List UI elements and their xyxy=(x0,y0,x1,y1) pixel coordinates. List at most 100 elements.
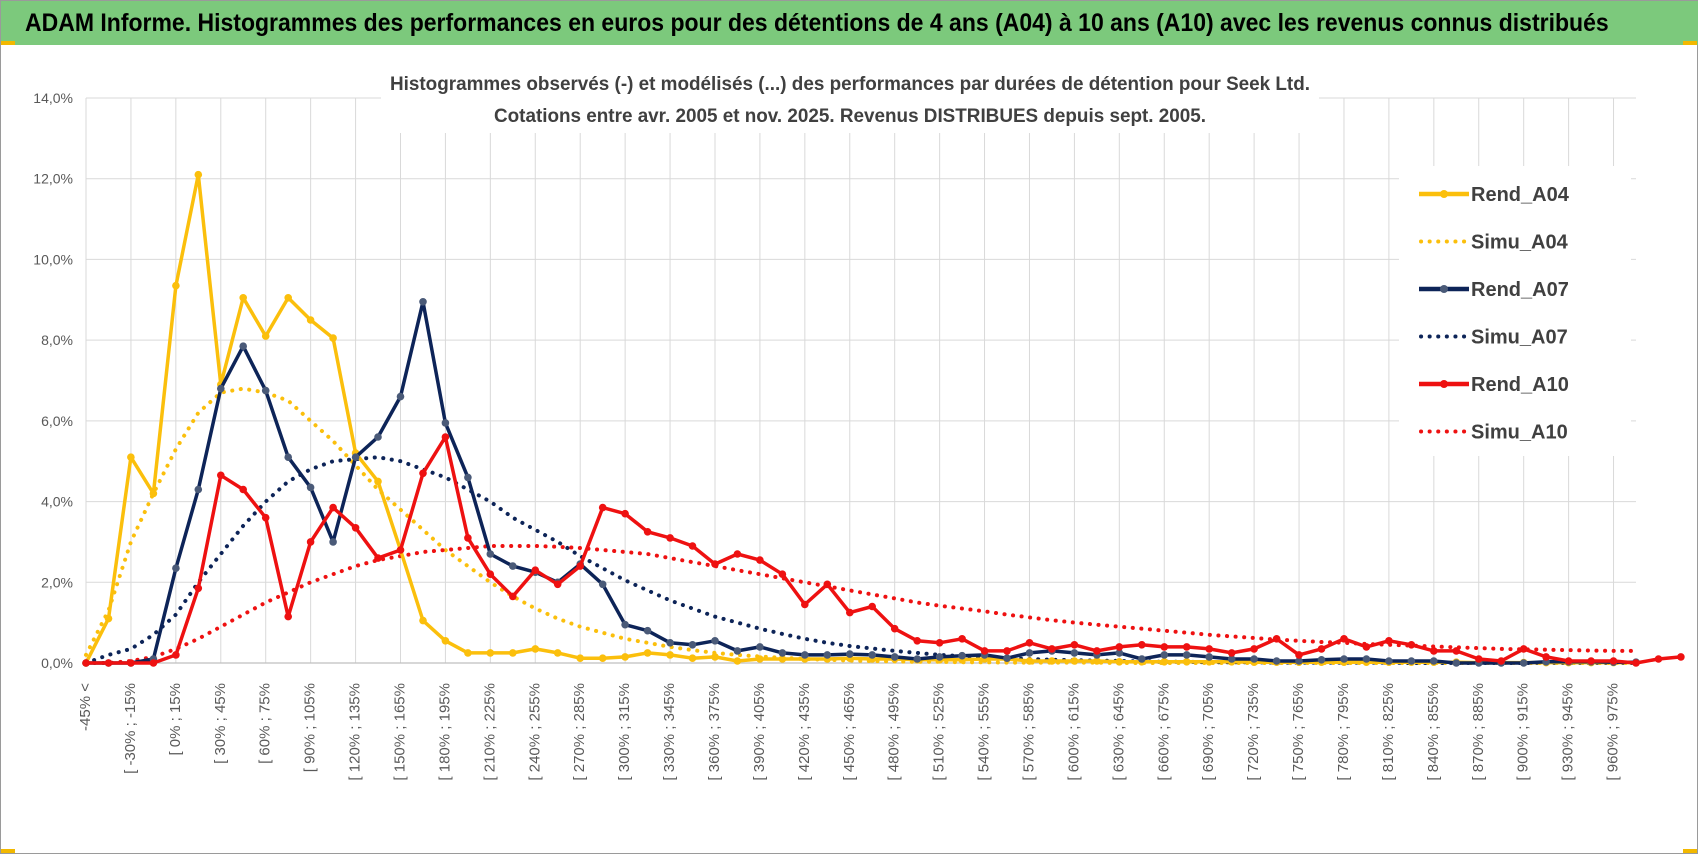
data-point xyxy=(1407,641,1416,649)
data-point xyxy=(239,342,247,351)
data-point xyxy=(172,651,180,659)
x-tick-label: [ 450% ; 465% xyxy=(841,683,858,781)
y-tick-label: 10,0% xyxy=(33,251,73,267)
x-tick-label: [ 240% ; 255% xyxy=(526,683,543,781)
data-point xyxy=(1519,659,1528,667)
data-point xyxy=(104,659,113,667)
chart-subtitle: Cotations entre avr. 2005 et nov. 2025. … xyxy=(494,105,1206,127)
data-point xyxy=(666,639,674,647)
data-point xyxy=(419,616,427,625)
data-point xyxy=(598,580,607,589)
axes: 0,0% 2,0% 4,0% 6,0% 8,0% 10,0% 12,0% 14,0% -45% … xyxy=(33,90,1636,781)
data-point xyxy=(823,651,832,659)
x-tick-label: [ 660% ; 675% xyxy=(1155,683,1172,781)
data-point xyxy=(1182,643,1191,651)
x-tick-label: [ 630% ; 645% xyxy=(1110,683,1127,781)
x-tick-label: [ 600% ; 615% xyxy=(1065,683,1082,781)
data-point xyxy=(1609,657,1618,665)
data-point xyxy=(329,334,337,342)
x-tick-label: [ 480% ; 495% xyxy=(886,683,903,781)
banner-title: ADAM Informe. Histogrammes des performan… xyxy=(25,8,1609,37)
data-point xyxy=(149,659,158,667)
data-point xyxy=(1430,647,1438,655)
data-point xyxy=(441,433,450,441)
corner-mark-bottom-left xyxy=(1,849,15,853)
legend-label: Rend_A04 xyxy=(1471,184,1570,206)
data-point xyxy=(1025,657,1034,665)
data-point xyxy=(711,653,719,661)
x-tick-label: [ 30% ; 45% xyxy=(212,683,229,764)
data-point xyxy=(1003,647,1011,655)
legend-label: Rend_A07 xyxy=(1471,279,1569,301)
title-background xyxy=(381,63,1319,133)
y-tick-label: 6,0% xyxy=(41,413,73,429)
data-point xyxy=(1003,654,1011,662)
data-point xyxy=(1475,655,1483,663)
data-point xyxy=(1115,649,1124,657)
data-point xyxy=(194,584,203,593)
data-point xyxy=(1452,647,1461,655)
data-point xyxy=(419,298,427,306)
data-point xyxy=(1295,651,1303,659)
x-tick-label: [ 300% ; 315% xyxy=(616,683,633,781)
x-tick-label: [ 510% ; 525% xyxy=(931,683,948,781)
data-point xyxy=(1340,655,1348,663)
data-point xyxy=(688,542,697,550)
data-point xyxy=(688,654,697,662)
data-point xyxy=(576,562,584,570)
legend-label: Simu_A07 xyxy=(1471,327,1568,349)
data-point xyxy=(486,649,495,657)
x-tick-label: [ 750% ; 765% xyxy=(1290,683,1307,781)
data-point xyxy=(1115,658,1124,666)
data-point xyxy=(1048,657,1056,665)
series-line xyxy=(86,300,1636,665)
data-point xyxy=(621,509,629,518)
data-point xyxy=(711,637,719,645)
data-point xyxy=(1227,655,1236,663)
legend-item-Rend_A04: Rend_A04 xyxy=(1419,184,1570,206)
legend-background xyxy=(1399,166,1631,456)
corner-mark-top-right xyxy=(1683,41,1697,45)
data-point xyxy=(464,534,472,542)
data-point xyxy=(621,620,629,629)
legend-label: Simu_A10 xyxy=(1471,422,1568,444)
data-point xyxy=(1138,655,1146,663)
legend-item-Rend_A10: Rend_A10 xyxy=(1419,374,1569,396)
series-line xyxy=(84,455,1638,665)
series-layer xyxy=(82,170,1685,667)
data-point xyxy=(396,546,405,554)
x-tick-label: -45% < xyxy=(77,683,94,731)
data-point xyxy=(688,641,697,649)
data-point xyxy=(1272,635,1281,643)
y-tick-label: 12,0% xyxy=(33,171,73,187)
data-point xyxy=(531,645,540,653)
data-point xyxy=(846,650,854,658)
data-point xyxy=(531,566,540,574)
data-point xyxy=(1564,657,1573,665)
x-tick-label: [ 960% ; 975% xyxy=(1605,683,1622,781)
data-point xyxy=(351,524,360,532)
data-point xyxy=(1160,651,1169,659)
series-line xyxy=(84,544,1638,665)
y-tick-label: 0,0% xyxy=(41,655,73,671)
data-point xyxy=(1227,649,1236,657)
data-point xyxy=(284,294,293,302)
x-tick-label: [ 930% ; 945% xyxy=(1560,683,1577,781)
data-point xyxy=(1407,657,1416,665)
x-tick-label: [ 720% ; 735% xyxy=(1245,683,1262,781)
data-point xyxy=(261,513,270,522)
legend-marker xyxy=(1440,380,1448,388)
data-point xyxy=(1340,635,1348,643)
x-tick-label: [ 780% ; 795% xyxy=(1335,683,1352,781)
data-point xyxy=(913,655,921,663)
data-point xyxy=(846,608,854,617)
series-Rend_A10 xyxy=(82,433,1685,667)
data-point xyxy=(1362,655,1371,663)
data-point xyxy=(1250,645,1258,653)
data-point xyxy=(1632,659,1640,667)
data-point xyxy=(868,602,876,611)
x-tick-label: [ 420% ; 435% xyxy=(796,683,813,781)
data-point xyxy=(621,653,629,661)
x-tick-label: [ 210% ; 225% xyxy=(481,683,498,781)
data-point xyxy=(935,639,944,647)
